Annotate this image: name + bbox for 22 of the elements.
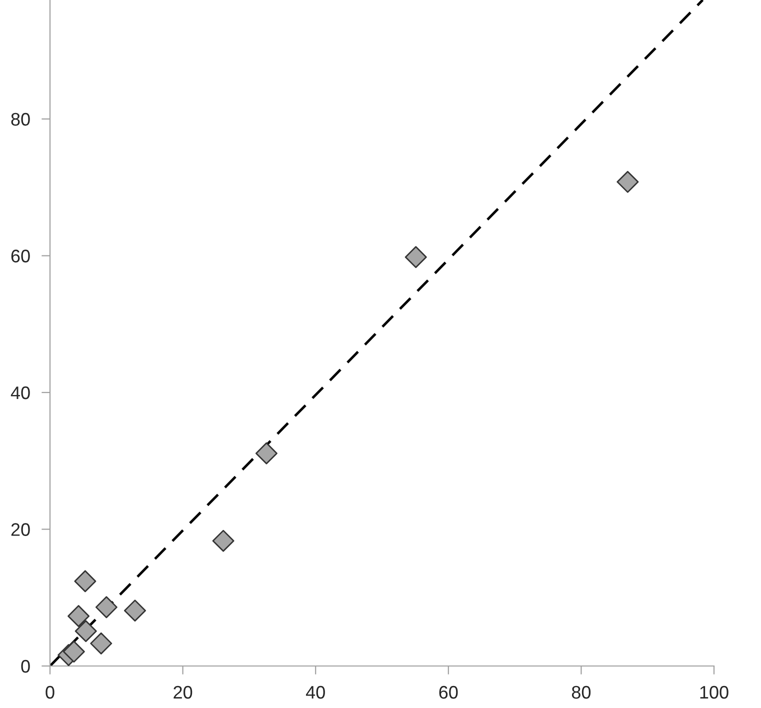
y-tick-label: 60 — [11, 250, 30, 262]
point — [124, 600, 146, 622]
y-tick-label: 0 — [21, 660, 30, 673]
point — [68, 605, 90, 628]
point — [616, 170, 639, 193]
point — [95, 596, 118, 618]
x-tick-label: 60 — [439, 686, 458, 699]
y-tick-label: 80 — [11, 112, 30, 126]
x-tick-label: 80 — [572, 686, 591, 699]
y-tick-label: 20 — [11, 523, 30, 536]
point — [74, 570, 96, 592]
point — [62, 640, 85, 663]
point — [90, 632, 112, 654]
point — [74, 620, 97, 642]
x-tick-label: 100 — [700, 686, 728, 699]
x-tick-label: 40 — [306, 686, 325, 699]
x-tick-label: 20 — [174, 686, 192, 699]
point — [212, 530, 234, 552]
point — [404, 246, 427, 268]
point — [255, 442, 278, 464]
y-tick-label: 40 — [10, 386, 30, 400]
x-tick-label: 0 — [46, 686, 54, 699]
